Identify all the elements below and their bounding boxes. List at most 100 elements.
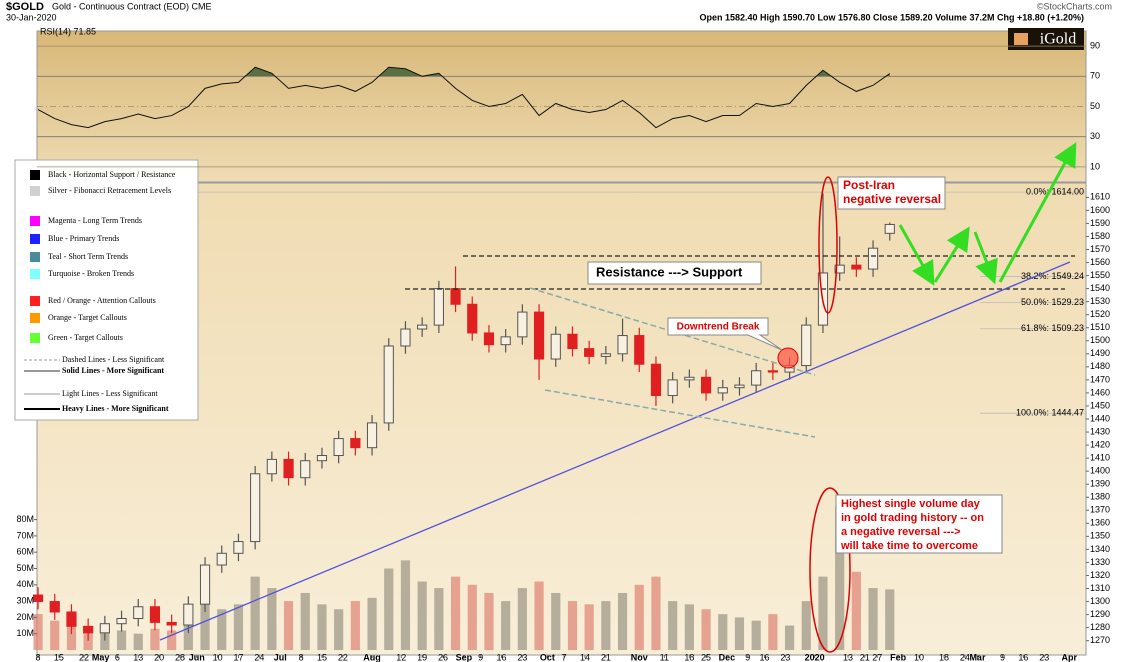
x-tick-label: 13	[843, 652, 853, 662]
candle-body	[116, 617, 127, 625]
x-tick-label: 6	[115, 652, 120, 662]
candle-body	[133, 606, 144, 619]
swatch	[30, 252, 40, 262]
x-tick-label: 18	[939, 652, 949, 662]
x-tick-label: 9	[1000, 652, 1005, 662]
x-tick-label: 14	[580, 652, 590, 662]
candle-body	[383, 345, 394, 424]
volume-bar	[384, 568, 394, 650]
candle-body	[617, 335, 628, 355]
candle-body	[483, 332, 495, 346]
y-tick-label: 1300	[1090, 596, 1110, 606]
primary-trendline	[159, 261, 1071, 641]
annotation: a negative reversal --->	[841, 526, 961, 538]
annotation: Resistance ---> Support	[596, 264, 743, 279]
y-tick-label: 1290	[1090, 609, 1110, 619]
legend-entry: Red / Orange - Attention Callouts	[48, 296, 156, 305]
y-tick-label: 1460	[1090, 387, 1110, 397]
volume-bar	[601, 601, 611, 650]
swatch	[30, 269, 40, 279]
volume-bar	[283, 601, 294, 650]
y-tick-label: 1530	[1090, 296, 1110, 306]
x-tick-label: 16	[1018, 652, 1028, 662]
x-tick-label: 28	[175, 652, 185, 662]
instrument: Gold - Continuous Contract (EOD) CME	[52, 1, 212, 11]
volume-bar	[534, 581, 544, 650]
legend-entry: Orange - Target Callouts	[48, 313, 127, 322]
volume-tick-label: 10M	[16, 628, 34, 638]
legend-entry: Magenta - Long Term Trends	[48, 216, 142, 225]
volume-bar	[217, 609, 227, 650]
x-tick-label: May	[92, 652, 110, 662]
candle-body	[851, 264, 862, 270]
callout-ellipse	[809, 487, 851, 653]
x-tick-label: 24	[960, 652, 970, 662]
volume-bar	[317, 604, 327, 650]
callout-box	[835, 494, 1003, 554]
fib-label: 100.0%: 1444.47	[1016, 408, 1084, 418]
volume-bar	[885, 589, 895, 650]
y-tick-label: 1350	[1090, 531, 1110, 541]
volume-bar	[300, 592, 310, 650]
legend-entry: Solid Lines - More Significant	[62, 366, 164, 375]
x-tick-label: Aug	[363, 652, 381, 662]
volume-bar	[367, 597, 377, 650]
x-tick-label: 12	[396, 652, 406, 662]
volume-bar	[350, 601, 360, 650]
volume-bar	[734, 617, 745, 650]
credit: ©StockCharts.com	[1037, 1, 1112, 11]
annotation: negative reversal	[843, 192, 941, 206]
y-tick-label: 1390	[1090, 479, 1110, 489]
x-tick-label: Jul	[274, 652, 287, 662]
swatch	[30, 333, 40, 343]
fib-label: 50.0%: 1529.23	[1021, 297, 1084, 307]
volume-bar	[150, 628, 160, 650]
candle-body	[300, 460, 311, 479]
candle-body	[433, 288, 444, 326]
volume-bar	[133, 633, 143, 650]
legend-entry: Teal - Short Term Trends	[48, 252, 128, 261]
candle-body	[600, 353, 611, 357]
candle-body	[734, 384, 745, 389]
x-tick-label: 23	[1039, 652, 1049, 662]
volume-bar	[634, 584, 644, 650]
annotation: Highest single volume day	[841, 498, 981, 510]
candle-body	[83, 625, 94, 634]
legend-entry: Green - Target Callouts	[48, 333, 123, 342]
candle-body	[584, 348, 595, 357]
candle-body	[700, 376, 712, 394]
candle-body	[717, 387, 728, 394]
candle-body	[684, 376, 695, 381]
arrow	[998, 142, 1077, 283]
candle-body	[233, 541, 244, 554]
volume-bar	[233, 604, 244, 650]
logo: iGold	[1040, 31, 1076, 48]
candle-body	[350, 438, 361, 449]
x-tick-label: Nov	[631, 652, 648, 662]
logo-icon	[1014, 33, 1028, 45]
legend-entry: Heavy Lines - More Significant	[62, 404, 169, 413]
x-tick-label: 9	[478, 652, 483, 662]
x-tick-label: 9	[745, 652, 750, 662]
legend: Black - Horizontal Support / Resistance …	[14, 159, 199, 421]
rsi-tick-label: 50	[1090, 101, 1100, 111]
legend-entry: Black - Horizontal Support / Resistance	[48, 170, 176, 179]
volume-bar	[584, 604, 594, 650]
y-tick-label: 1440	[1090, 413, 1110, 423]
y-tick-label: 1360	[1090, 518, 1110, 528]
volume-bar	[267, 588, 277, 650]
volume-tick-label: 40M	[16, 579, 34, 589]
volume-bar	[450, 576, 461, 650]
swatch	[30, 216, 40, 226]
volume-bar	[784, 625, 795, 650]
candle-body	[550, 333, 561, 360]
x-tick-label: Jun	[189, 652, 205, 662]
candle-body	[884, 223, 895, 234]
rsi-label: RSI(14) 71.85	[40, 26, 96, 36]
y-tick-label: 1270	[1090, 635, 1110, 645]
x-tick-label: 8	[36, 652, 41, 662]
arrow	[973, 231, 998, 285]
price-panel	[36, 182, 1087, 656]
y-tick-label: 1280	[1090, 622, 1110, 632]
